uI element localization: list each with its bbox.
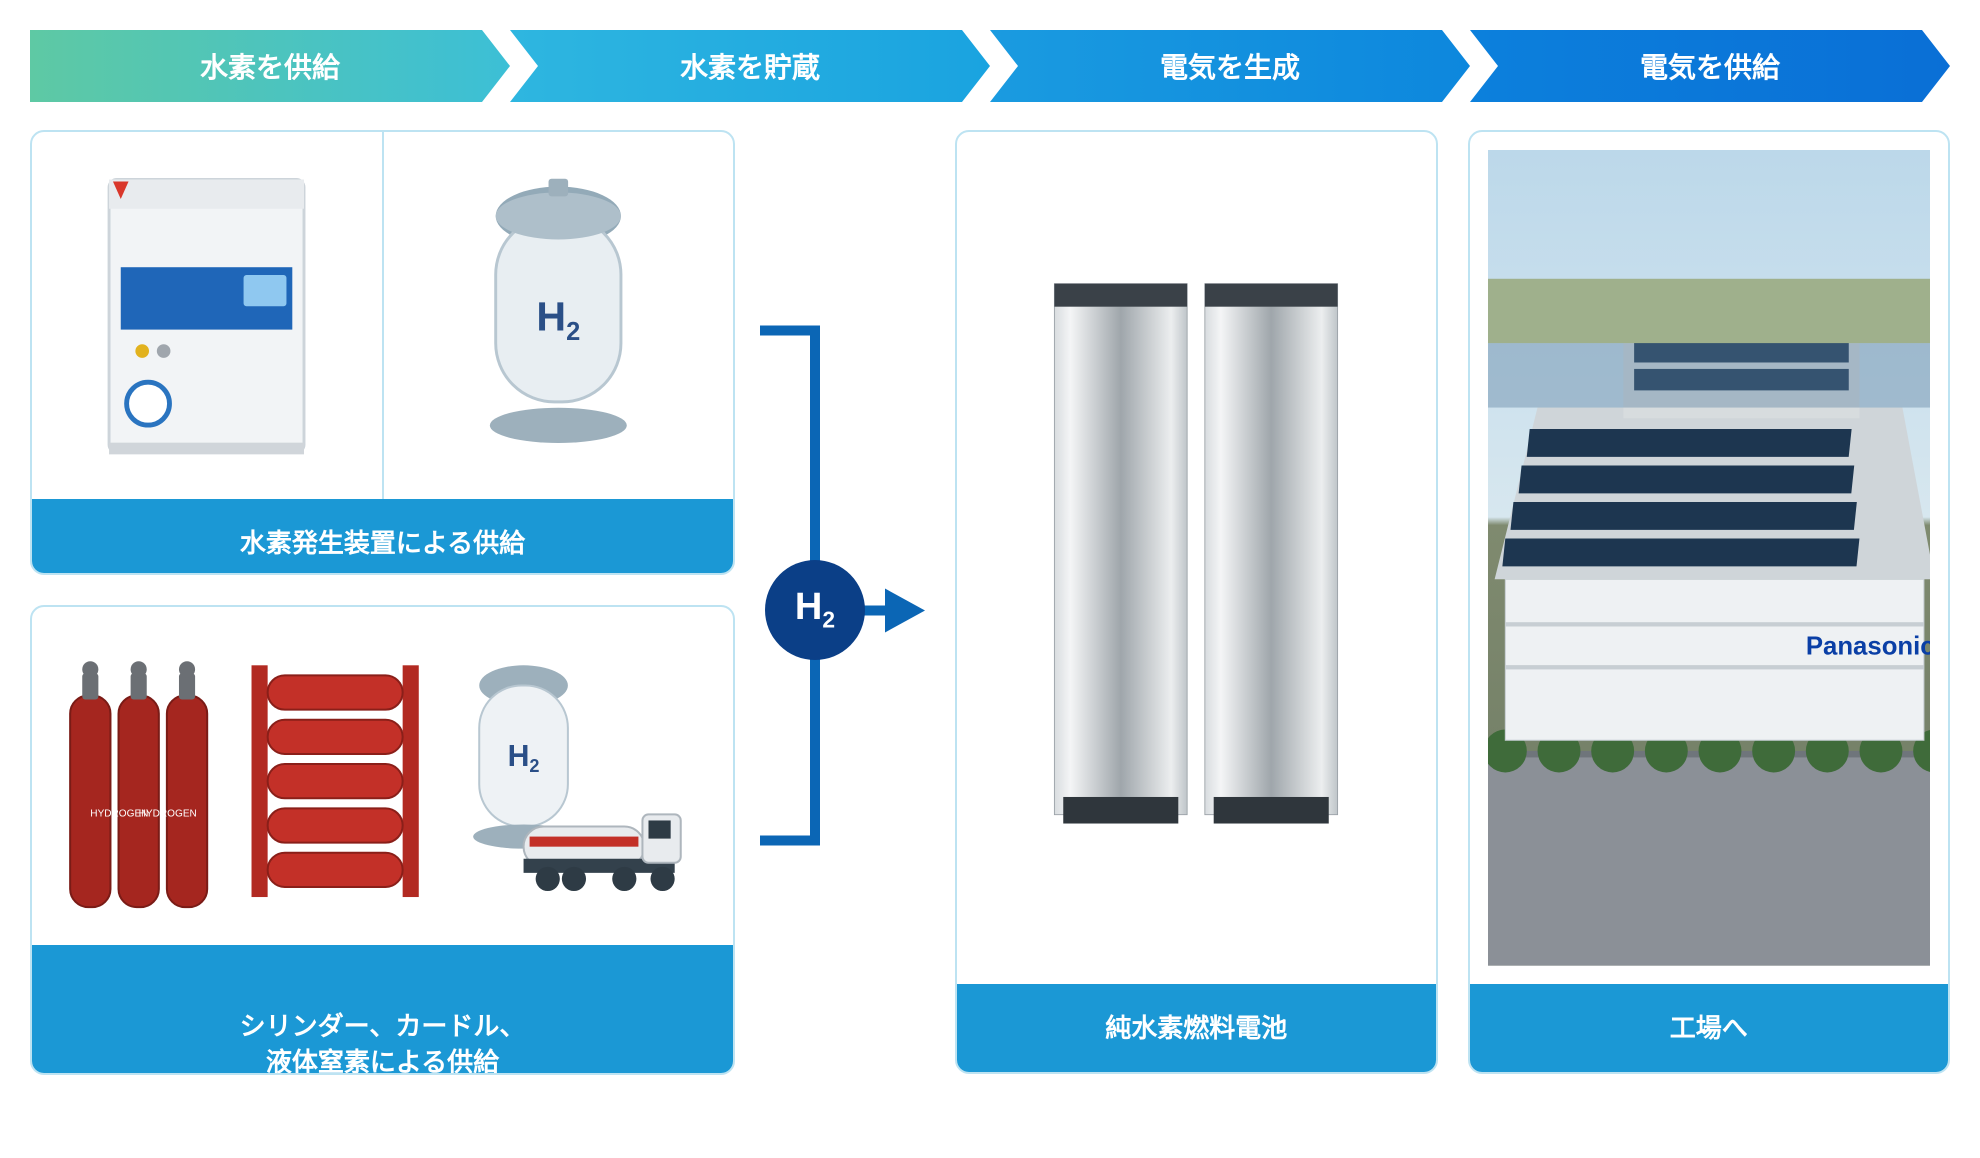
svg-text:Panasonic: Panasonic (1805, 632, 1930, 660)
card-footer: 水素発生装置による供給 (32, 499, 733, 575)
card-footer: シリンダー、カードル、 液体窒素による供給 (32, 945, 733, 1075)
right-column: 純水素燃料電池 (955, 130, 1950, 1075)
supply-methods-icon: HYDROGEN HYDROGEN (50, 625, 715, 927)
chevron-step-4: 電気を供給 (1470, 30, 1950, 102)
card-cylinders: HYDROGEN HYDROGEN (30, 605, 735, 1075)
chevron-label: 水素を供給 (200, 46, 340, 86)
fuel-cell-icon (1019, 191, 1373, 925)
chevron-label: 水素を貯蔵 (680, 46, 820, 86)
h2-badge-icon: H2 (765, 560, 865, 660)
chevron-step-2: 水素を貯蔵 (510, 30, 990, 102)
content-row: H2 水素発生装置による供給 (30, 130, 1950, 1075)
hydrogen-tank-icon: H2 (384, 132, 734, 499)
flow-connector: H2 (765, 130, 925, 1075)
tanker-truck-icon (524, 814, 681, 891)
chevron-step-3: 電気を生成 (990, 30, 1470, 102)
chevron-step-1: 水素を供給 (30, 30, 510, 102)
footer-text: 水素発生装置による供給 (240, 528, 525, 558)
svg-text:HYDROGEN: HYDROGEN (139, 808, 197, 819)
card-fuel-cell: 純水素燃料電池 (955, 130, 1438, 1074)
left-column: H2 水素発生装置による供給 (30, 130, 735, 1075)
footer-text: 工場へ (1670, 1013, 1748, 1043)
hydrogen-generator-icon (32, 132, 384, 499)
chevron-label: 電気を生成 (1160, 46, 1300, 86)
factory-photo-icon: Panasonic (1488, 150, 1931, 966)
process-chevron-row: 水素を供給 水素を貯蔵 電気を生成 電気を供給 (30, 30, 1950, 102)
card-footer: 工場へ (1470, 984, 1949, 1072)
footer-text: シリンダー、カードル、 液体窒素による供給 (240, 1011, 526, 1075)
card-generator-group: H2 水素発生装置による供給 (30, 130, 735, 575)
card-factory: Panasonic (1468, 130, 1951, 1074)
card-footer: 純水素燃料電池 (957, 984, 1436, 1072)
footer-text: 純水素燃料電池 (1105, 1013, 1287, 1043)
chevron-label: 電気を供給 (1640, 46, 1780, 86)
